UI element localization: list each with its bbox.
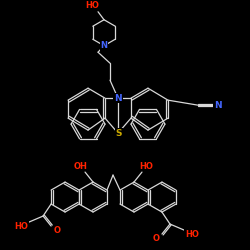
Text: N: N: [100, 41, 107, 50]
Text: S: S: [116, 128, 122, 138]
Text: N: N: [214, 101, 222, 110]
Text: O: O: [152, 234, 160, 242]
Text: HO: HO: [139, 162, 153, 170]
Text: O: O: [54, 226, 60, 234]
Text: OH: OH: [74, 162, 88, 170]
Text: N: N: [114, 94, 122, 103]
Text: HO: HO: [14, 222, 28, 230]
Text: HO: HO: [185, 230, 199, 238]
Text: HO: HO: [85, 1, 99, 10]
